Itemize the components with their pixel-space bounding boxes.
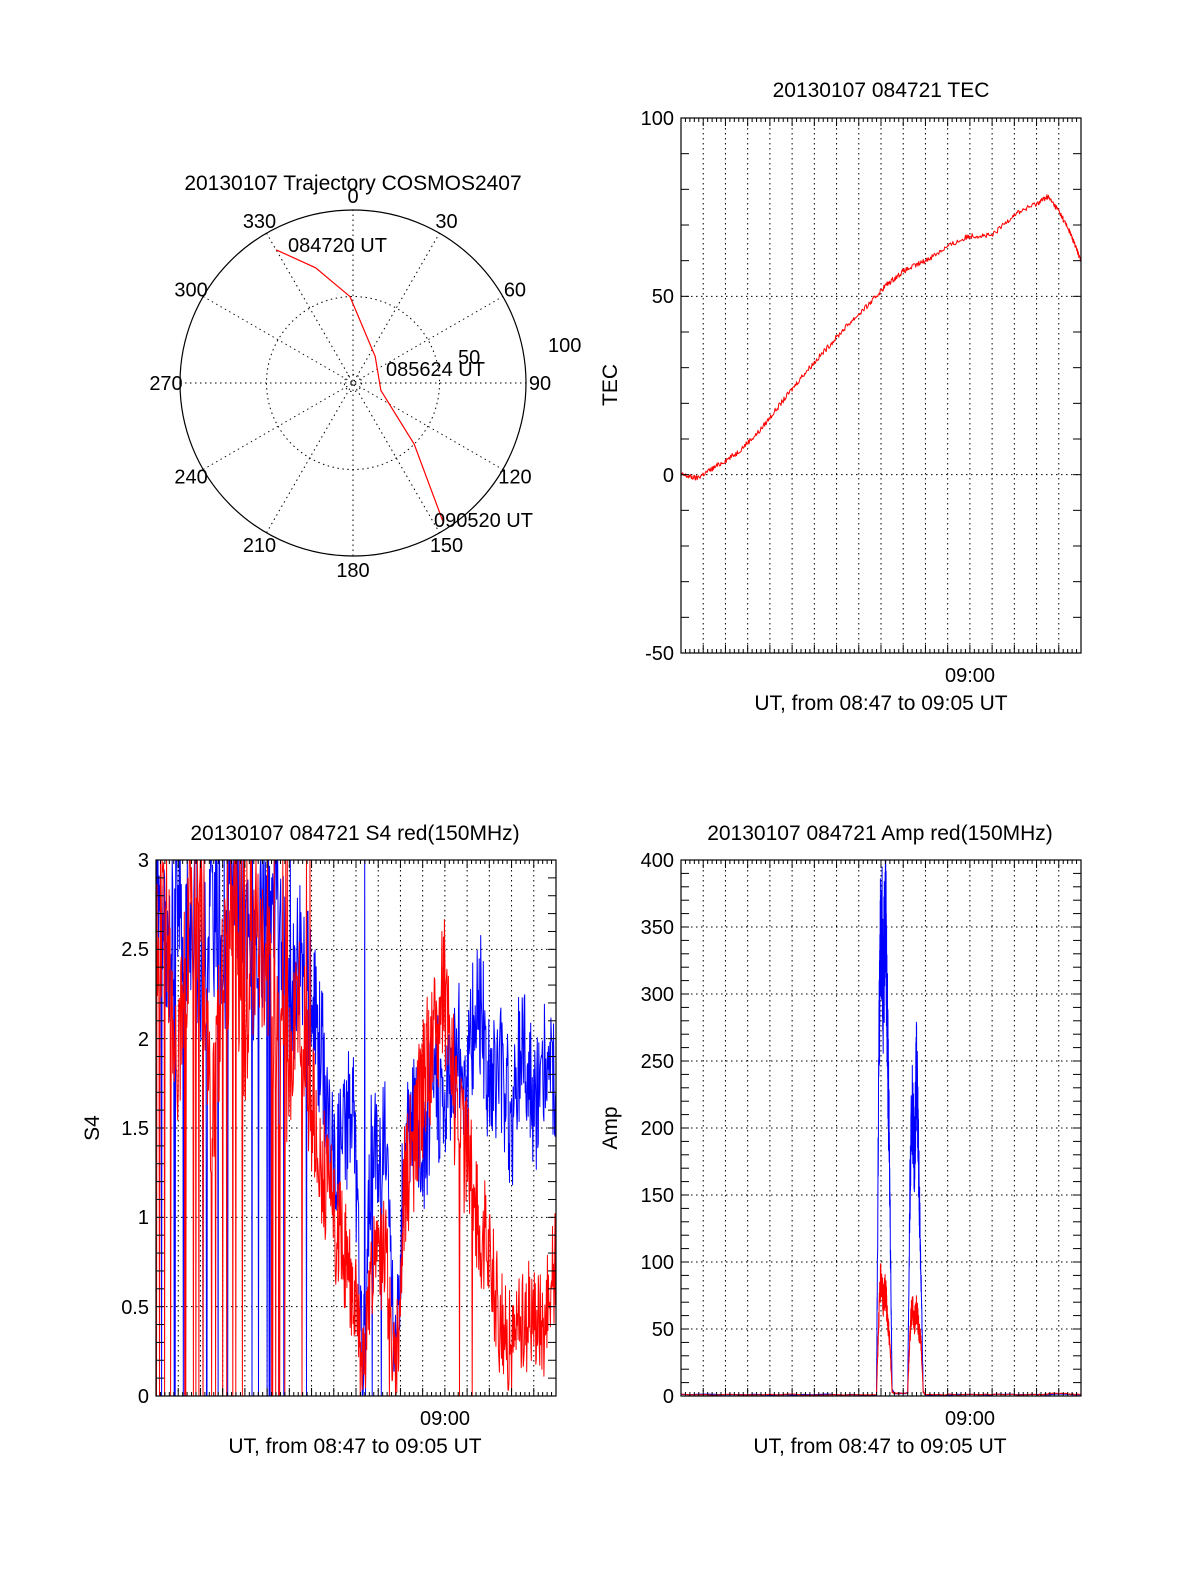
polar-outer-circle xyxy=(179,209,527,557)
amp-xtick-0900: 09:00 xyxy=(945,1408,995,1430)
polar-angle-label-210: 210 xyxy=(243,535,276,557)
polar-radial-label-50: 50 xyxy=(458,347,480,369)
s4-ytick-3: 3 xyxy=(138,850,149,872)
polar-angle-label-180: 180 xyxy=(336,560,369,582)
polar-angle-label-300: 300 xyxy=(174,280,207,302)
s4-ytick-2-5: 2.5 xyxy=(121,939,149,961)
s4-ytick-1: 1 xyxy=(138,1207,149,1229)
tec-ylabel: TEC xyxy=(599,364,622,406)
amp-panel: 20130107 084721 Amp red(150MHz) 400 350 … xyxy=(599,822,1082,1458)
s4-ticks xyxy=(155,859,557,1397)
tec-ytick-minus50: -50 xyxy=(645,643,674,665)
polar-angle-label-30: 30 xyxy=(435,211,457,233)
polar-grid-circle-center xyxy=(343,373,363,393)
polar-angle-label-0: 0 xyxy=(347,186,358,208)
trajectory-end-label: 090520 UT xyxy=(434,510,533,532)
amp-ylabel: Amp xyxy=(599,1106,622,1149)
amp-ytick-400: 400 xyxy=(641,850,674,872)
amp-ytick-300: 300 xyxy=(641,984,674,1006)
s4-xtick-0900: 09:00 xyxy=(420,1408,470,1430)
polar-grid xyxy=(180,210,526,556)
s4-ytick-1-5: 1.5 xyxy=(121,1118,149,1140)
s4-ylabel: S4 xyxy=(81,1115,104,1141)
polar-grid-spoke-30 xyxy=(266,232,440,534)
polar-angle-label-270: 270 xyxy=(149,373,182,395)
s4-title: 20130107 084721 S4 red(150MHz) xyxy=(190,822,519,845)
tec-xlabel: UT, from 08:47 to 09:05 UT xyxy=(754,692,1007,715)
polar-angle-label-150: 150 xyxy=(430,535,463,557)
polar-angle-label-90: 90 xyxy=(529,373,551,395)
polar-angle-label-120: 120 xyxy=(498,467,531,489)
amp-series-1 xyxy=(680,859,1081,1396)
amp-ticks xyxy=(680,859,1082,1397)
tec-panel: 20130107 084721 TEC 100 50 0 -50 09:00 U… xyxy=(599,79,1082,715)
s4-panel: 20130107 084721 S4 red(150MHz) 3 2.5 2 1… xyxy=(81,822,557,1458)
polar-grid-spoke-150 xyxy=(266,232,440,534)
polar-angle-label-240: 240 xyxy=(174,467,207,489)
s4-ytick-2: 2 xyxy=(138,1029,149,1051)
polar-angle-label-330: 330 xyxy=(243,211,276,233)
s4-ytick-0: 0 xyxy=(138,1386,149,1408)
tec-series xyxy=(680,194,1082,481)
polar-angle-labels: 0 30 60 90 120 150 180 210 240 270 300 330 xyxy=(149,186,551,582)
trajectory-mid-label: 085624 UT xyxy=(386,359,485,381)
tec-ticks xyxy=(680,117,1082,654)
trajectory-line xyxy=(275,249,444,522)
polar-radial-label-100: 100 xyxy=(548,335,581,357)
s4-xlabel: UT, from 08:47 to 09:05 UT xyxy=(228,1435,481,1458)
polar-grid-spoke-60 xyxy=(202,296,504,470)
polar-grid-spoke-120 xyxy=(202,296,504,470)
tec-series-1 xyxy=(680,194,1082,481)
tec-grid xyxy=(681,118,1081,653)
amp-xlabel: UT, from 08:47 to 09:05 UT xyxy=(753,1435,1006,1458)
tec-title: 20130107 084721 TEC xyxy=(773,79,990,102)
amp-title: 20130107 084721 Amp red(150MHz) xyxy=(707,822,1053,845)
trajectory-title: 20130107 Trajectory COSMOS2407 xyxy=(184,172,521,195)
amp-ytick-250: 250 xyxy=(641,1051,674,1073)
amp-ytick-50: 50 xyxy=(652,1319,674,1341)
tec-ytick-50: 50 xyxy=(652,286,674,308)
s4-ytick-0-5: 0.5 xyxy=(121,1297,149,1319)
amp-series xyxy=(680,859,1082,1396)
amp-ytick-350: 350 xyxy=(641,917,674,939)
amp-ytick-0: 0 xyxy=(663,1386,674,1408)
tec-ytick-0: 0 xyxy=(663,465,674,487)
amp-ytick-150: 150 xyxy=(641,1185,674,1207)
tec-ytick-100: 100 xyxy=(641,108,674,130)
amp-ytick-200: 200 xyxy=(641,1118,674,1140)
trajectory-start-label: 084720 UT xyxy=(288,235,387,257)
s4-series xyxy=(155,859,557,1397)
polar-angle-label-60: 60 xyxy=(504,280,526,302)
trajectory-panel: 20130107 Trajectory COSMOS2407 0 30 60 90 12… xyxy=(149,172,581,582)
tec-xtick-0900: 09:00 xyxy=(945,665,995,687)
s4-series-2 xyxy=(155,859,557,1397)
amp-ytick-100: 100 xyxy=(641,1252,674,1274)
amp-series-2 xyxy=(680,1263,1082,1396)
